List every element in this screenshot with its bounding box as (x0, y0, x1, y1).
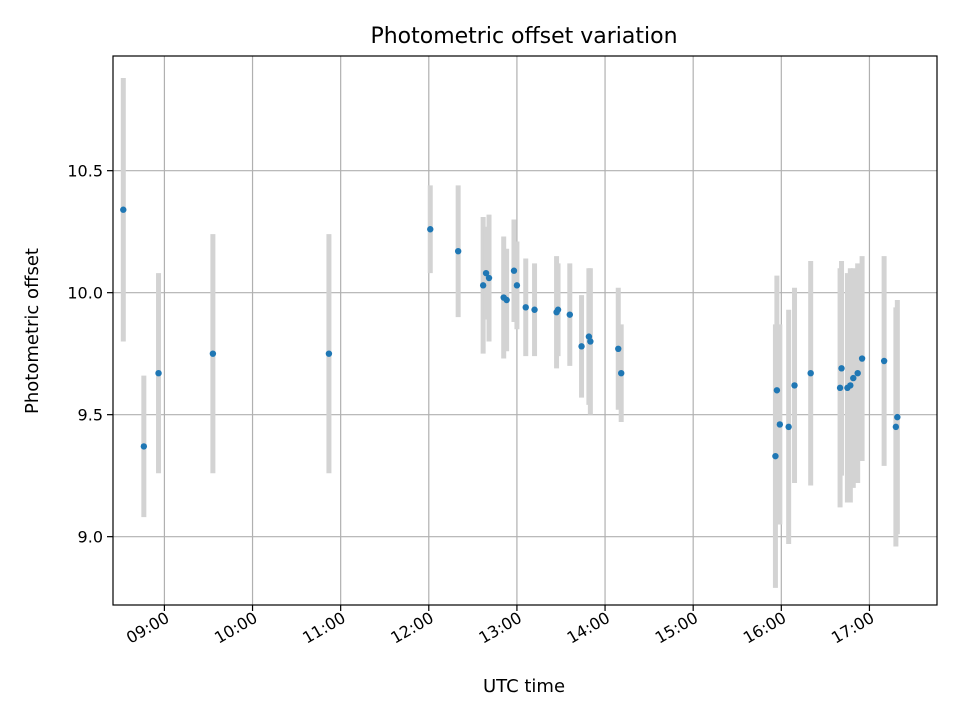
grid-lines (113, 56, 937, 605)
data-point (566, 311, 573, 318)
data-point (522, 304, 529, 311)
x-tick-label: 09:00 (123, 608, 172, 648)
data-point (510, 267, 518, 274)
data-point (554, 306, 562, 313)
data-point (155, 370, 162, 377)
x-tick-label: 12:00 (387, 608, 436, 648)
data-point (807, 370, 814, 377)
y-tick-label: 10.0 (67, 284, 103, 303)
data-point (427, 226, 434, 233)
data-point (772, 452, 779, 460)
data-point (482, 269, 490, 277)
data-points (120, 206, 901, 460)
data-point (892, 423, 900, 431)
y-tick-label: 9.5 (78, 406, 103, 425)
data-point (785, 423, 792, 431)
y-axis-ticks: 9.0 9.5 10.0 10.5 (67, 162, 113, 547)
data-point (140, 443, 148, 450)
x-axis-label: UTC time (483, 676, 565, 697)
x-tick-label: 17:00 (828, 608, 877, 648)
data-point (513, 282, 521, 289)
data-point (773, 387, 781, 394)
data-point (531, 306, 538, 313)
data-point (776, 421, 784, 428)
data-point (454, 248, 462, 255)
data-point (847, 382, 854, 389)
data-point (209, 350, 217, 357)
data-point (836, 384, 844, 392)
data-point (325, 350, 333, 357)
x-tick-label: 16:00 (740, 608, 789, 648)
data-point (858, 355, 866, 362)
y-axis-label: Photometric offset (22, 248, 43, 414)
data-point (615, 345, 622, 352)
data-point (479, 282, 487, 289)
data-point (618, 370, 625, 377)
data-point (894, 413, 901, 421)
x-axis-ticks: 09:00 10:00 11:00 12:00 13:00 14:00 15:00 16:00… (123, 605, 877, 648)
data-point (485, 274, 493, 282)
data-point (791, 382, 798, 389)
x-tick-label: 13:00 (475, 608, 524, 648)
x-tick-label: 11:00 (299, 608, 348, 648)
data-point (880, 357, 888, 365)
data-point (503, 296, 510, 304)
chart-title: Photometric offset variation (370, 24, 677, 49)
x-tick-label: 15:00 (652, 608, 701, 648)
data-point (838, 365, 845, 372)
data-point (578, 343, 585, 350)
y-tick-label: 10.5 (67, 162, 103, 181)
data-point (854, 370, 861, 377)
data-point (850, 374, 857, 382)
x-tick-label: 14:00 (564, 608, 613, 648)
plot-frame (112, 55, 938, 606)
data-point (585, 333, 593, 340)
data-point (120, 206, 127, 213)
data-point (587, 338, 594, 345)
y-tick-label: 9.0 (78, 528, 103, 547)
x-tick-label: 10:00 (211, 608, 260, 648)
